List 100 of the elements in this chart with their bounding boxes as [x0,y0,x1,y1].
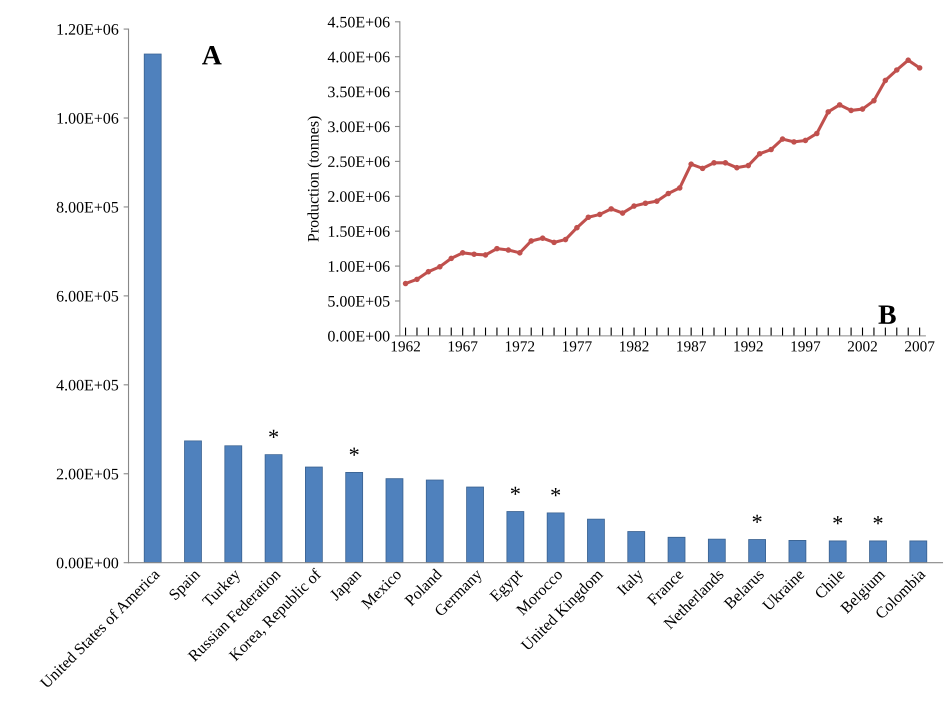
point [688,161,694,167]
point [894,67,900,73]
annotation: B [878,306,896,324]
bar [184,440,202,563]
bar [828,540,847,563]
point [734,164,740,170]
bar [546,512,565,563]
bar [627,531,646,563]
y-axis-title: Production (tonnes) [307,116,322,242]
bar [909,540,928,563]
y-tick-label: 3.50E+06 [328,86,390,98]
point [745,162,752,168]
data-label: * [350,448,359,456]
point [711,160,717,166]
point [517,250,523,256]
point [871,98,877,104]
bar [144,54,162,563]
y-tick-label: 1.20E+06 [58,24,118,35]
x-tick-label: 1997 [791,341,820,352]
y-tick-label: 4.50E+06 [328,16,390,28]
y-tick-label: 1.00E+06 [328,261,390,272]
data-label: * [874,516,882,524]
point [460,250,466,256]
point [562,236,568,242]
point [620,210,626,216]
x-tick-label: 2002 [848,341,877,352]
point [882,78,888,84]
point [916,65,922,71]
point [825,109,832,115]
point [676,185,683,191]
bar [345,472,364,563]
x-tick-label: 1977 [562,341,592,352]
y-tick-label: 4.00E+05 [56,380,118,391]
point [836,102,842,108]
point [506,247,512,253]
point [540,235,546,241]
point [631,203,637,209]
y-tick-label: 5.00E+05 [328,296,390,307]
data-label: * [551,488,560,496]
y-tick-label: 2.00E+05 [56,468,118,480]
point [608,206,614,212]
point [482,252,488,258]
point [768,146,774,152]
point [437,264,443,270]
point [596,212,603,218]
point [814,130,820,136]
point [551,240,557,246]
bar [304,466,323,563]
bar [708,538,726,563]
point [528,238,534,244]
bar [224,445,242,563]
y-tick-label: 8.00E+05 [56,202,118,213]
bar [506,511,524,563]
annotation: A [202,46,222,64]
bar [668,536,686,563]
x-tick-label: 1962 [392,341,420,352]
point [448,256,454,262]
bar [466,486,484,563]
point [402,280,408,286]
data-label: * [833,516,842,524]
x-tick-label: 1982 [620,341,648,352]
y-tick-label: 6.00E+05 [56,290,118,302]
y-tick-label: 1.50E+06 [328,226,390,237]
y-tick-label: 2.50E+06 [328,156,390,168]
bar [587,518,605,563]
point [791,139,797,145]
x-tick-label: 2007 [905,341,934,352]
bar [386,478,404,563]
y-tick-label: 2.00E+06 [328,191,390,202]
y-tick-label: 3.00E+06 [328,121,390,132]
y-tick-label: 0.00E+00 [328,330,390,342]
x-tick-label: Italy [616,568,646,598]
bar [426,480,444,563]
point [426,268,432,274]
x-tick-label: 1972 [506,341,534,352]
point [848,108,854,114]
bar [869,540,887,563]
y-tick-label: 4.00E+06 [328,52,390,62]
y-tick-label: 1.00E+06 [58,112,118,124]
data-label: * [752,514,762,523]
x-tick-label: 1967 [448,341,478,352]
point [780,136,786,142]
point [802,138,808,144]
data-label: * [269,430,278,438]
point [494,246,500,252]
point [756,150,762,156]
point [860,106,866,112]
point [654,198,660,204]
point [574,224,580,230]
point [642,200,648,206]
point [666,190,672,196]
bar [748,539,766,563]
point [700,166,706,172]
point [471,251,477,257]
bar [788,540,806,563]
point [414,276,420,282]
point [722,160,728,166]
point [905,57,911,63]
bar [264,454,282,563]
x-tick-label: 1987 [677,341,706,352]
